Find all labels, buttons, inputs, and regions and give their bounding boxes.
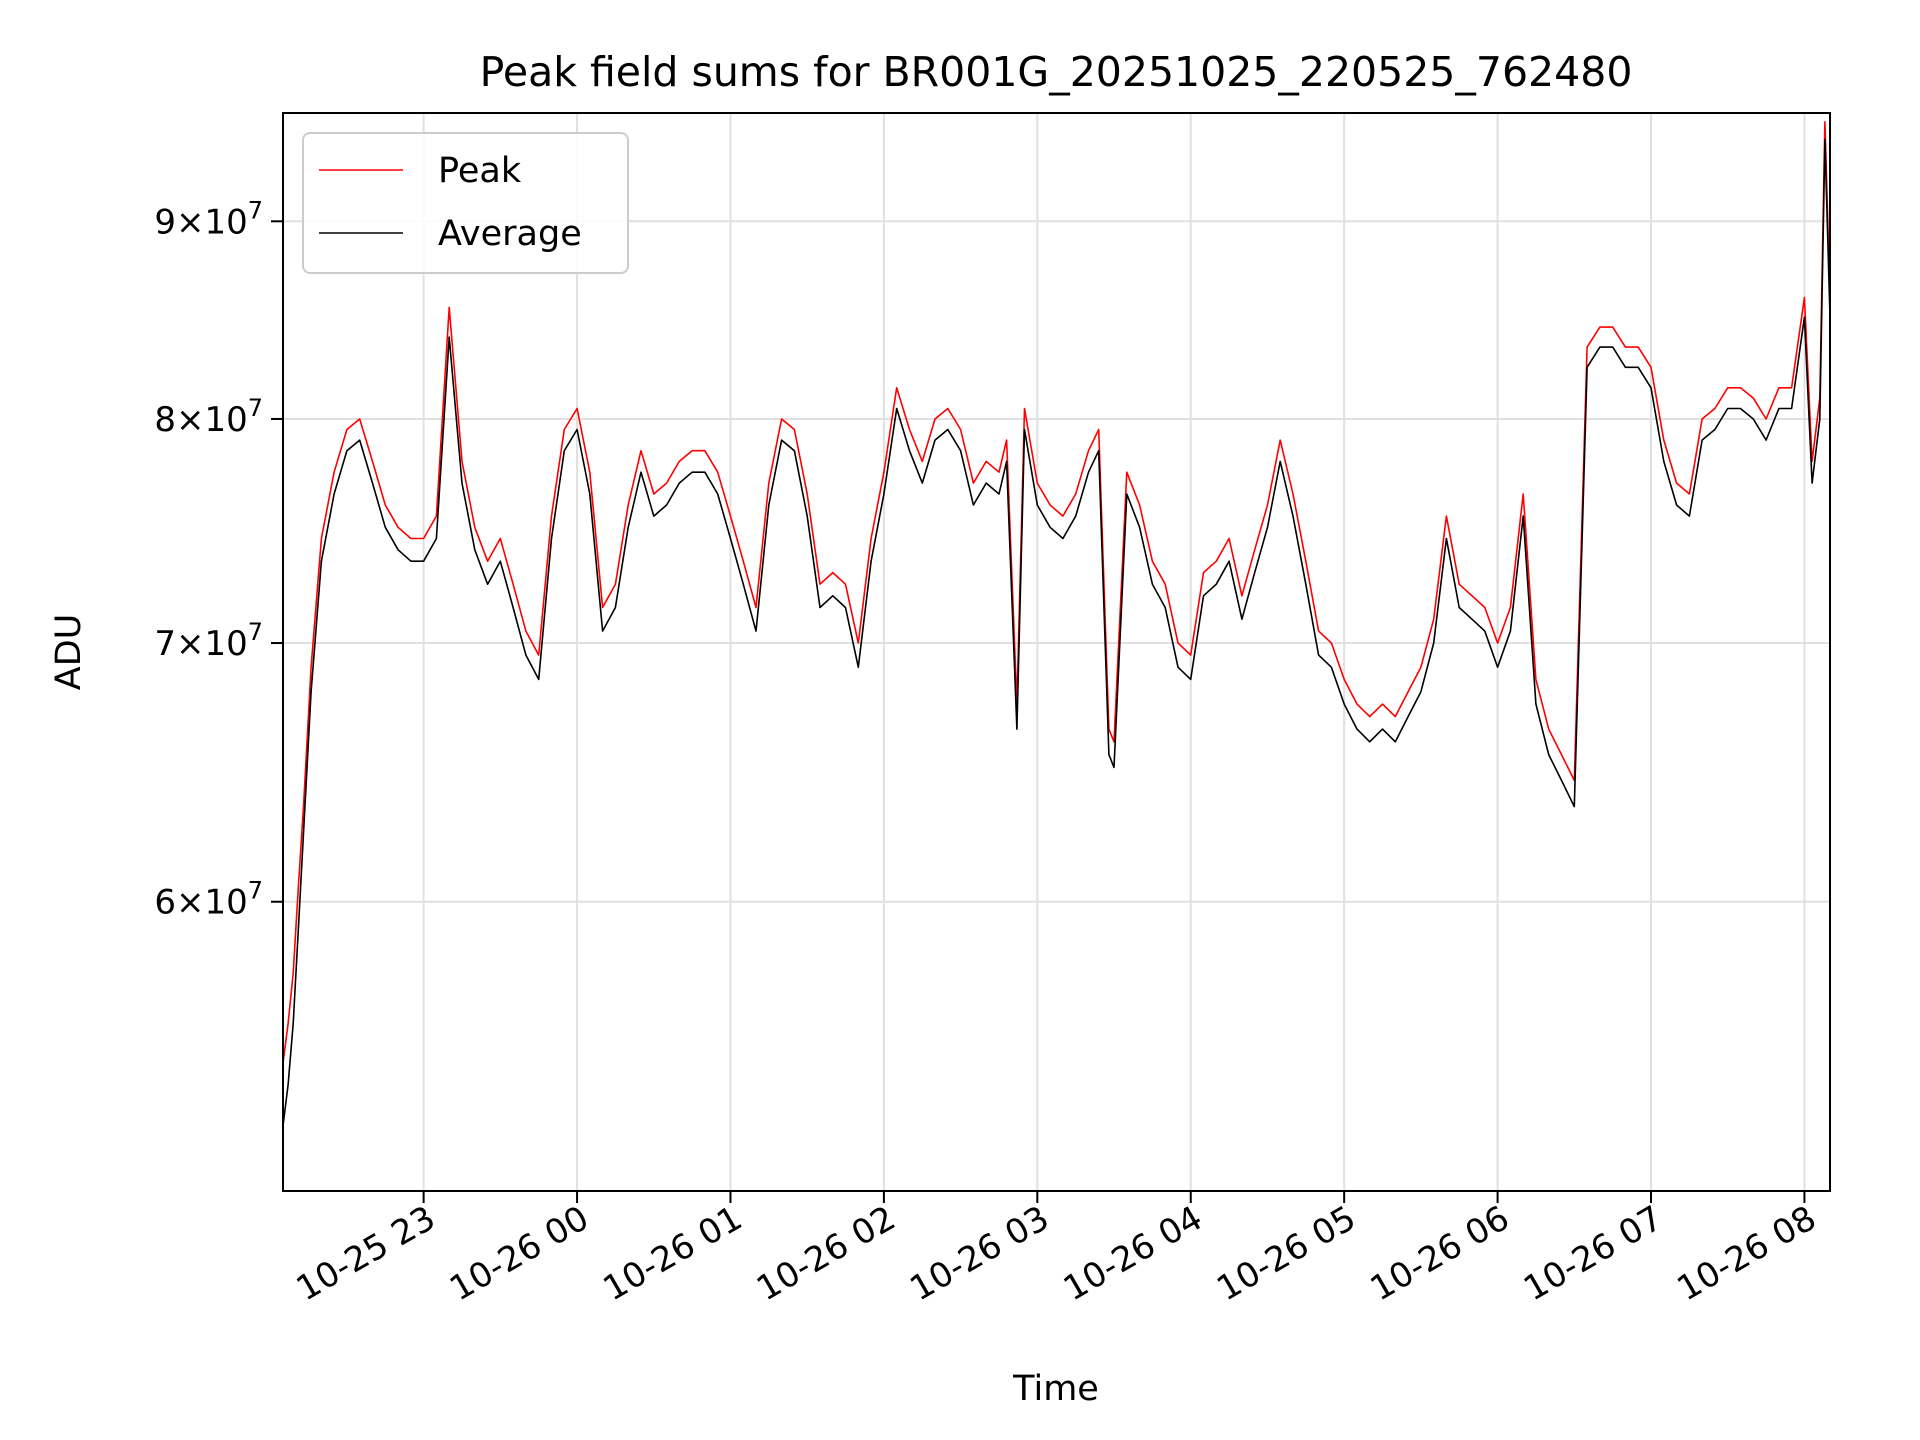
y-tick-exponent: 7 [248,394,263,422]
y-tick-mantissa: 9 [154,202,176,242]
y-tick-base: ×10 [176,202,248,242]
y-tick-base: ×10 [176,400,248,440]
y-tick-base: ×10 [176,883,248,923]
gridlines [283,113,1830,1191]
y-tick-label: 9×107 [154,196,263,242]
legend-label-average: Average [438,214,582,254]
y-tick-exponent: 7 [248,877,263,905]
y-tick-mantissa: 8 [154,400,176,440]
y-tick-base: ×10 [176,624,248,664]
y-tick-mantissa: 6 [154,883,176,923]
x-axis-label: Time [1012,1369,1099,1409]
y-tick-label: 8×107 [154,394,263,440]
y-tick-label: 7×107 [154,618,263,664]
legend-box [302,132,629,274]
y-tick-exponent: 7 [248,196,263,224]
y-tick-exponent: 7 [248,618,263,646]
y-tick-mantissa: 7 [154,624,176,664]
chart-title: Peak field sums for BR001G_20251025_2205… [480,48,1633,96]
y-axis-label: ADU [49,614,89,691]
series-lines [283,121,1830,1126]
legend-label-peak: Peak [438,151,522,191]
series-line-average [283,138,1830,1126]
plot-frame [282,112,1831,1192]
legend: Peak Average [302,132,629,274]
y-tick-label: 6×107 [154,877,263,923]
